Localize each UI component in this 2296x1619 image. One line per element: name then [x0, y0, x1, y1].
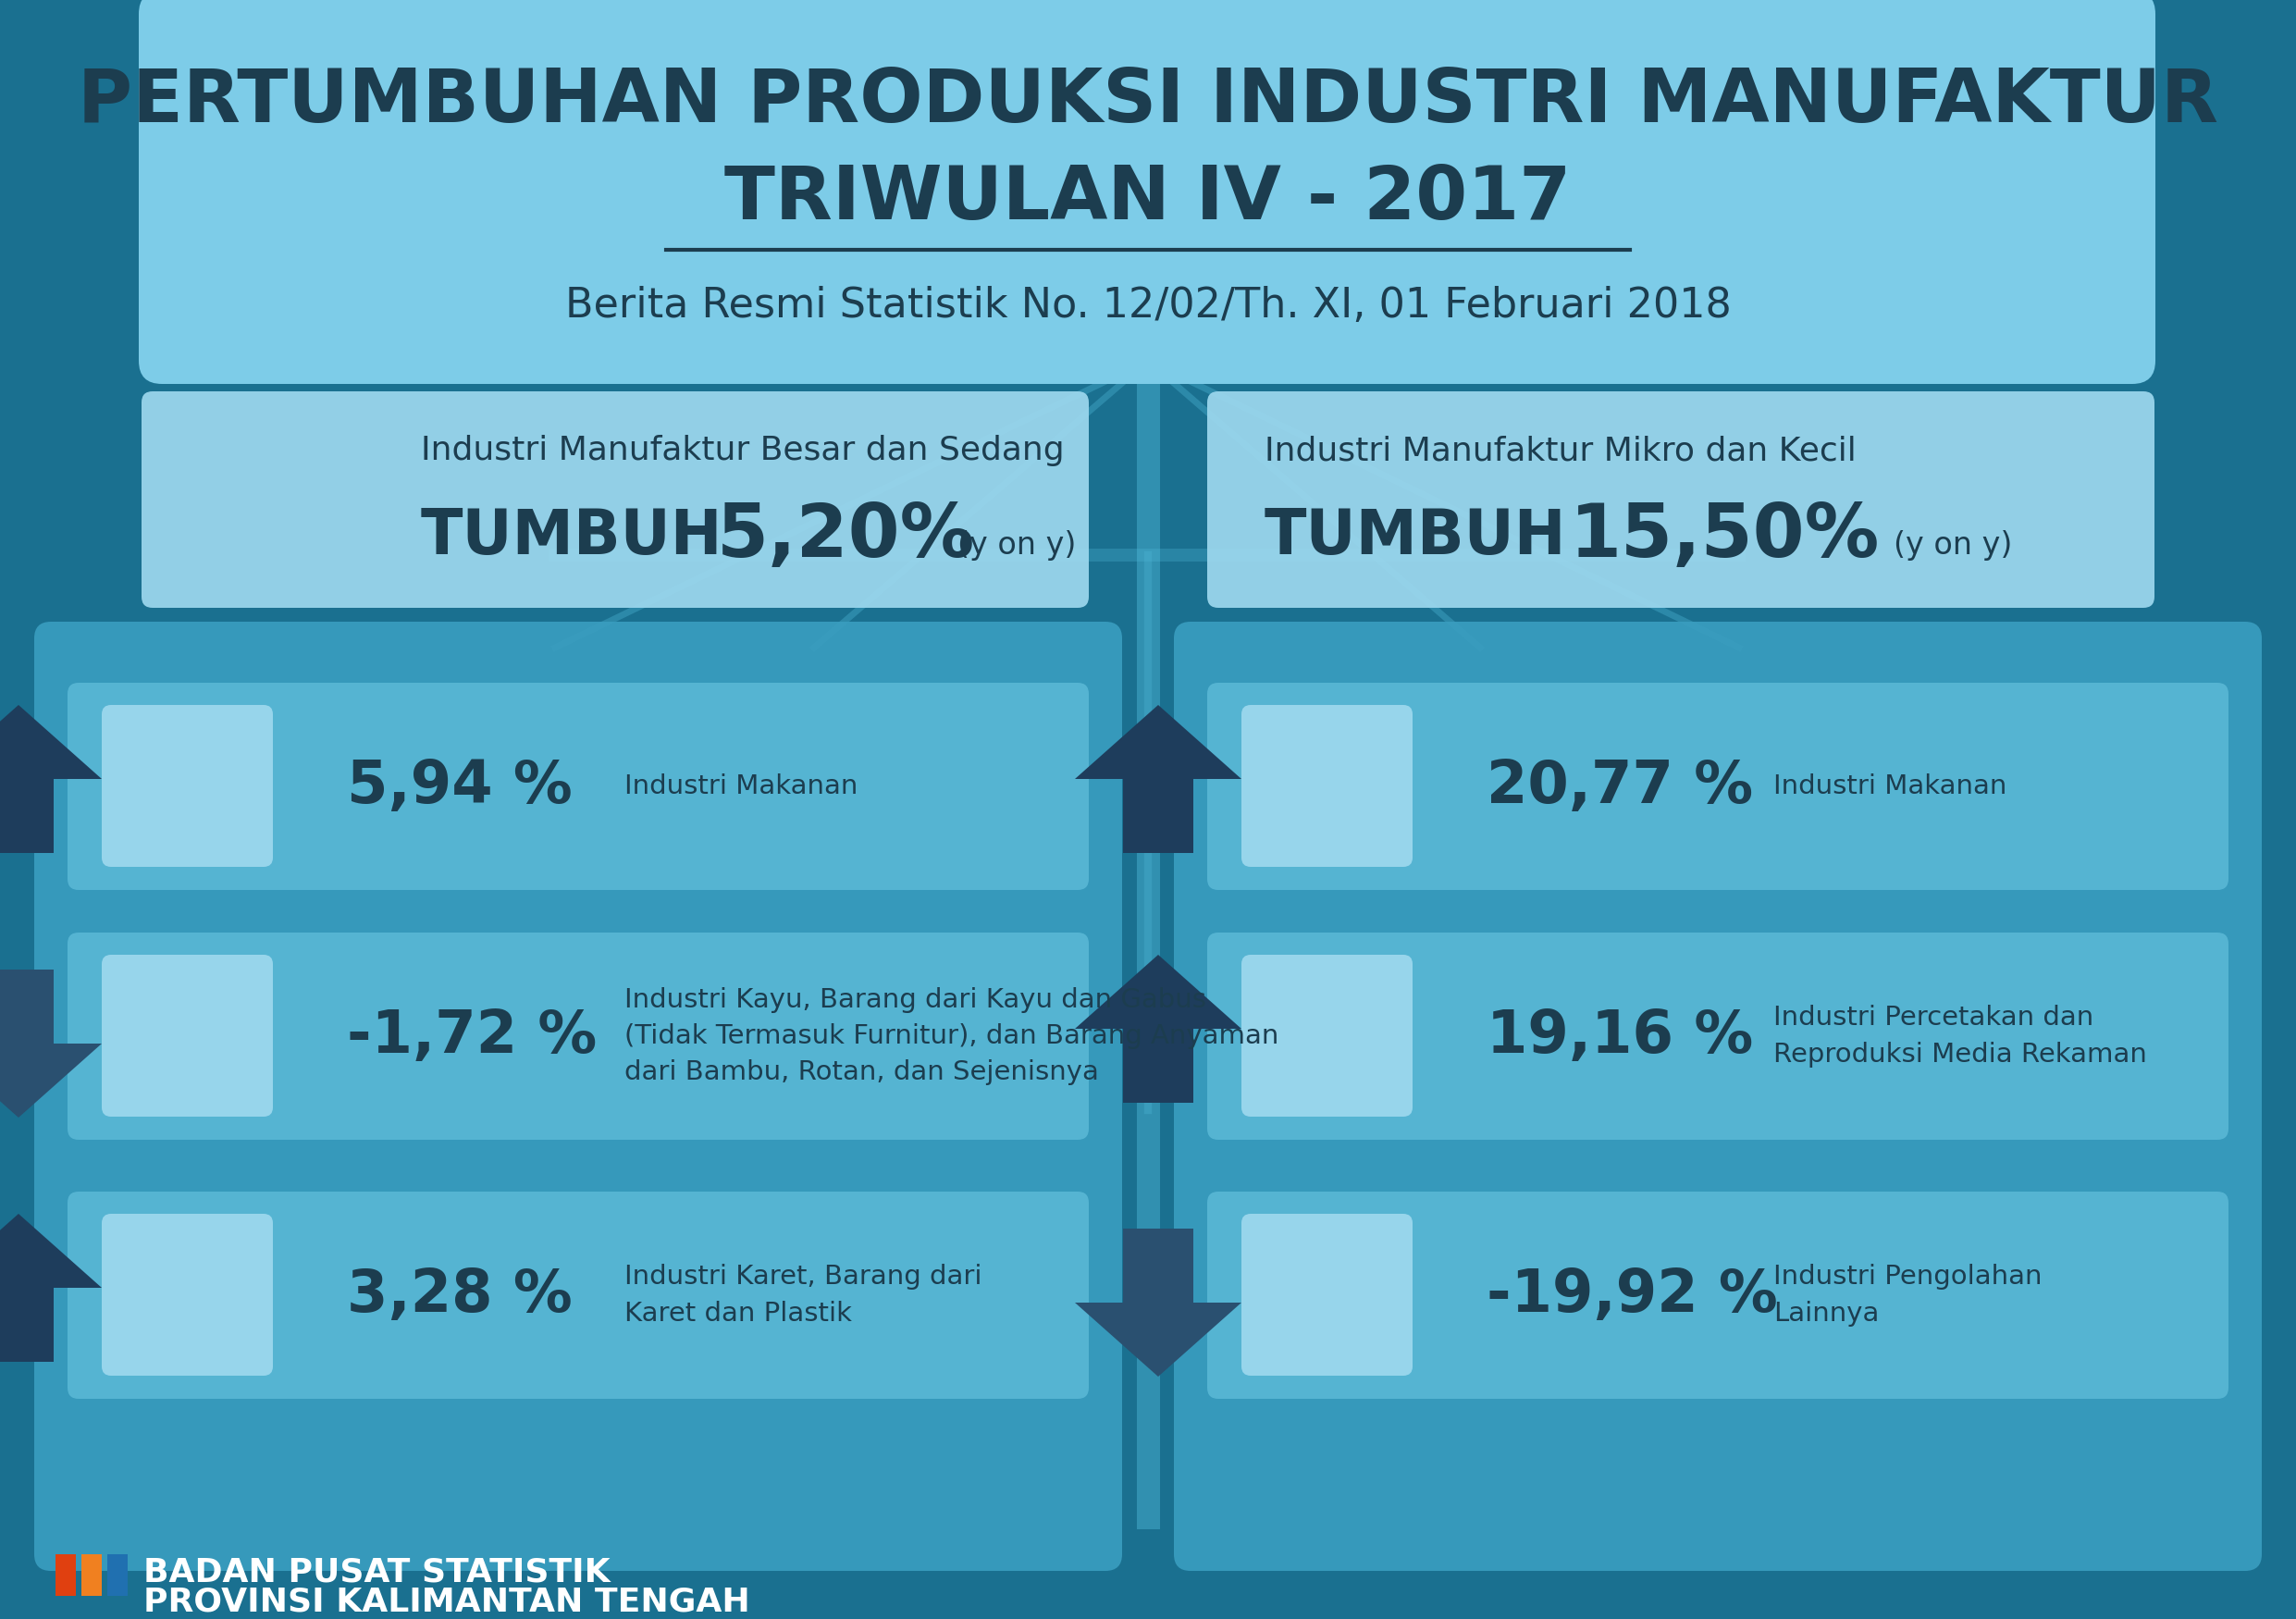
FancyBboxPatch shape — [108, 1554, 129, 1596]
Text: PERTUMBUHAN PRODUKSI INDUSTRI MANUFAKTUR: PERTUMBUHAN PRODUKSI INDUSTRI MANUFAKTUR — [78, 66, 2218, 138]
Polygon shape — [0, 704, 101, 853]
Text: Industri Makanan: Industri Makanan — [625, 774, 859, 800]
FancyBboxPatch shape — [34, 622, 1123, 1570]
Text: Industri Manufaktur Mikro dan Kecil: Industri Manufaktur Mikro dan Kecil — [1265, 436, 1857, 466]
Text: -1,72 %: -1,72 % — [347, 1007, 597, 1065]
Text: TUMBUH: TUMBUH — [1265, 507, 1566, 567]
Text: 5,20%: 5,20% — [716, 500, 976, 573]
Text: TRIWULAN IV - 2017: TRIWULAN IV - 2017 — [726, 164, 1570, 235]
FancyBboxPatch shape — [67, 933, 1088, 1140]
FancyBboxPatch shape — [101, 1214, 273, 1376]
FancyBboxPatch shape — [142, 392, 1088, 607]
FancyBboxPatch shape — [1208, 683, 2229, 890]
Text: PROVINSI KALIMANTAN TENGAH: PROVINSI KALIMANTAN TENGAH — [142, 1587, 751, 1617]
Polygon shape — [0, 1214, 101, 1362]
Text: Industri Pengolahan
Lainnya: Industri Pengolahan Lainnya — [1773, 1264, 2041, 1326]
Text: BADAN PUSAT STATISTIK: BADAN PUSAT STATISTIK — [142, 1557, 611, 1588]
Text: 5,94 %: 5,94 % — [347, 758, 572, 814]
Text: Industri Makanan: Industri Makanan — [1773, 774, 2007, 800]
Text: Industri Kayu, Barang dari Kayu dan Gabus
(Tidak Termasuk Furnitur), dan Barang : Industri Kayu, Barang dari Kayu dan Gabu… — [625, 988, 1279, 1085]
FancyBboxPatch shape — [55, 1554, 76, 1596]
Text: TUMBUH: TUMBUH — [420, 507, 723, 567]
Text: 3,28 %: 3,28 % — [347, 1266, 572, 1324]
FancyBboxPatch shape — [67, 683, 1088, 890]
Polygon shape — [1075, 704, 1242, 853]
FancyBboxPatch shape — [1173, 622, 2262, 1570]
Polygon shape — [1075, 955, 1242, 1103]
Text: 19,16 %: 19,16 % — [1486, 1007, 1754, 1065]
Text: Berita Resmi Statistik No. 12/02/Th. XI, 01 Februari 2018: Berita Resmi Statistik No. 12/02/Th. XI,… — [565, 285, 1731, 325]
Text: Industri Percetakan dan
Reproduksi Media Rekaman: Industri Percetakan dan Reproduksi Media… — [1773, 1005, 2147, 1067]
FancyBboxPatch shape — [138, 0, 2156, 384]
FancyBboxPatch shape — [1242, 1214, 1412, 1376]
Polygon shape — [0, 970, 101, 1117]
Text: Industri Manufaktur Besar dan Sedang: Industri Manufaktur Besar dan Sedang — [420, 436, 1065, 466]
FancyBboxPatch shape — [1242, 955, 1412, 1117]
Text: (y on y): (y on y) — [957, 531, 1077, 562]
Text: 15,50%: 15,50% — [1570, 500, 1880, 573]
FancyBboxPatch shape — [101, 955, 273, 1117]
FancyBboxPatch shape — [1242, 704, 1412, 866]
Text: (y on y): (y on y) — [1894, 531, 2011, 562]
FancyBboxPatch shape — [67, 1192, 1088, 1399]
Text: -19,92 %: -19,92 % — [1486, 1266, 1777, 1324]
FancyBboxPatch shape — [1208, 392, 2154, 607]
FancyBboxPatch shape — [1208, 933, 2229, 1140]
FancyBboxPatch shape — [1208, 1192, 2229, 1399]
FancyBboxPatch shape — [101, 704, 273, 866]
Polygon shape — [1075, 1229, 1242, 1376]
FancyBboxPatch shape — [80, 1554, 101, 1596]
Text: 20,77 %: 20,77 % — [1486, 758, 1754, 814]
Text: Industri Karet, Barang dari
Karet dan Plastik: Industri Karet, Barang dari Karet dan Pl… — [625, 1264, 983, 1326]
